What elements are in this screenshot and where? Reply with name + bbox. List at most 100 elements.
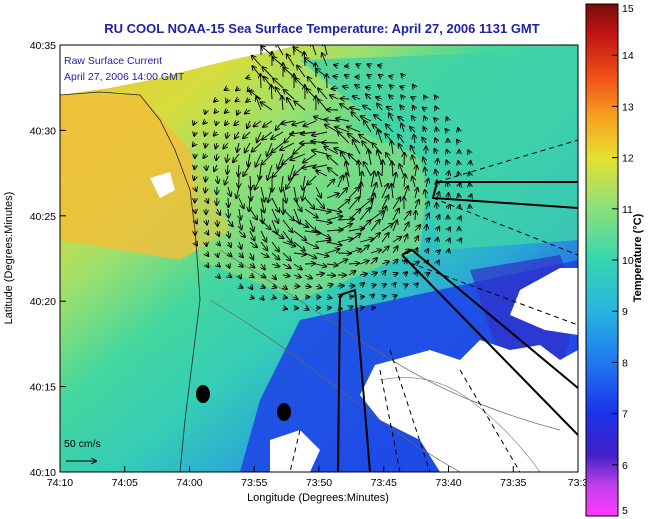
current-vector — [360, 307, 364, 308]
current-vector — [410, 127, 416, 133]
current-vector — [437, 250, 440, 253]
current-vector — [271, 142, 284, 153]
current-vector — [337, 259, 347, 265]
current-vector — [243, 164, 251, 176]
current-vector — [315, 264, 326, 267]
current-vector — [271, 197, 279, 212]
current-vector — [326, 284, 333, 286]
current-vector — [228, 208, 229, 218]
current-vector — [315, 186, 321, 198]
current-vector — [260, 197, 264, 213]
current-vector — [312, 131, 328, 135]
current-vector — [246, 77, 250, 78]
current-vector — [412, 177, 415, 188]
current-vector — [205, 175, 206, 182]
current-vector — [249, 197, 250, 211]
current-vector — [469, 172, 470, 176]
current-vector — [337, 188, 347, 199]
current-vector — [261, 102, 273, 111]
current-vector — [238, 197, 244, 208]
current-vector — [206, 264, 209, 267]
no-data-patch — [510, 268, 578, 335]
current-vector — [256, 97, 262, 111]
current-vector — [414, 225, 420, 232]
current-vector — [370, 233, 380, 243]
current-vector — [304, 241, 318, 248]
current-vector — [206, 220, 207, 225]
current-vector — [348, 187, 359, 199]
current-vector — [228, 275, 231, 277]
current-vector — [293, 197, 302, 211]
current-vector — [225, 88, 229, 90]
current-vector — [282, 153, 295, 164]
current-vector — [389, 95, 393, 99]
current-vector — [239, 208, 241, 220]
current-vector — [361, 116, 372, 122]
current-vector — [435, 106, 437, 110]
current-vector — [381, 206, 386, 221]
current-vector — [268, 186, 273, 202]
current-vector — [294, 186, 297, 202]
current-vector — [370, 171, 374, 188]
current-vector — [305, 308, 309, 310]
current-vector — [318, 88, 328, 100]
current-vector — [217, 275, 220, 278]
current-vector — [386, 124, 394, 133]
current-vector — [370, 250, 381, 253]
current-vector — [261, 286, 265, 288]
current-vector — [331, 88, 339, 89]
current-vector — [382, 284, 386, 286]
current-vector — [283, 286, 287, 289]
current-vector — [225, 175, 228, 185]
current-vector — [250, 175, 251, 189]
current-vector — [382, 160, 383, 177]
current-vector — [349, 296, 353, 297]
current-vector — [214, 132, 217, 136]
current-vector — [248, 153, 250, 166]
current-vector — [370, 194, 375, 210]
current-vector — [246, 99, 250, 102]
y-axis: 40:35 40:30 40:25 40:20 40:15 40:10 — [30, 40, 66, 479]
current-vector — [458, 128, 459, 132]
current-vector — [392, 197, 400, 210]
current-vector — [255, 153, 262, 167]
current-vector — [348, 271, 356, 275]
current-vector — [391, 141, 393, 155]
current-vector — [217, 242, 220, 246]
current-vector — [271, 241, 279, 252]
current-vector — [447, 117, 448, 121]
current-vector — [470, 194, 472, 198]
x-tick-label: 74:10 — [47, 477, 73, 489]
current-vector — [293, 219, 308, 227]
current-vector — [468, 150, 470, 154]
current-vector — [271, 131, 284, 139]
current-vector — [304, 252, 316, 258]
current-vector — [415, 211, 416, 221]
current-vector — [359, 135, 372, 144]
current-vector — [272, 297, 276, 298]
current-vector — [203, 121, 206, 124]
current-vector — [313, 165, 328, 168]
current-vector — [326, 193, 339, 199]
current-vector — [280, 142, 295, 150]
shipping-lane — [401, 248, 578, 436]
current-vector — [272, 286, 276, 288]
current-vector — [312, 150, 328, 155]
station-marker — [277, 403, 291, 421]
current-vector — [359, 274, 367, 275]
current-vector — [287, 98, 295, 111]
current-vector — [458, 194, 459, 198]
current-vector — [282, 275, 290, 276]
current-vector — [327, 155, 339, 166]
current-vector — [250, 275, 254, 277]
y-tick-label: 40:35 — [30, 40, 56, 52]
current-vector — [448, 227, 450, 231]
current-vector — [252, 56, 262, 67]
current-vector — [282, 96, 283, 111]
current-vector — [195, 187, 196, 191]
current-vector — [262, 131, 273, 140]
current-vector — [437, 261, 439, 265]
current-vector — [359, 245, 369, 254]
current-vector — [353, 96, 361, 99]
current-vector — [459, 183, 460, 187]
